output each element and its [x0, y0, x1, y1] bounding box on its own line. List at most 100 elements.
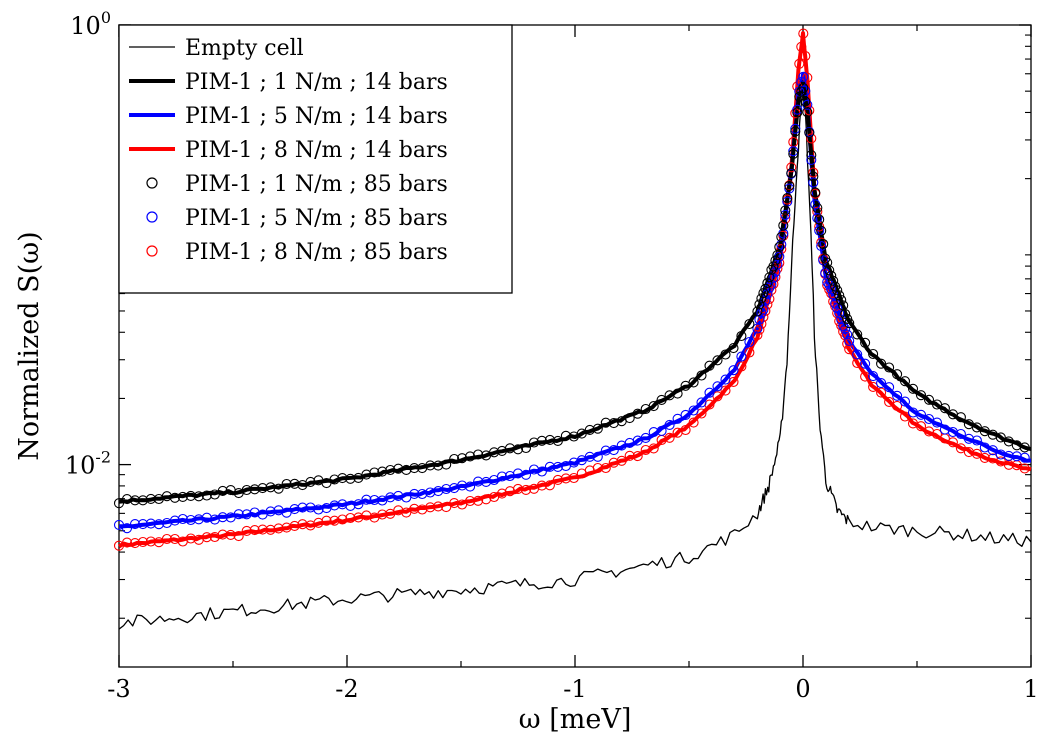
data-point-series-6 [512, 483, 524, 494]
data-point-series-5 [899, 396, 911, 407]
data-point-series-5 [884, 382, 895, 393]
data-point-series-5 [145, 518, 156, 529]
data-point-series-4 [576, 428, 587, 439]
data-point-series-6 [401, 507, 412, 518]
data-point-series-4 [852, 329, 863, 340]
data-point-series-4 [632, 408, 643, 419]
data-point-series-6 [752, 330, 763, 341]
data-point-series-6 [145, 536, 156, 547]
y-axis-title: Normalized S(ω) [14, 231, 45, 460]
data-point-series-4 [923, 394, 935, 405]
data-point-series-6 [536, 480, 547, 491]
data-point-series-6 [345, 512, 356, 524]
data-point-series-4 [728, 343, 739, 354]
series-line-3 [117, 31, 1032, 549]
data-point-series-4 [876, 358, 887, 369]
data-point-series-6 [560, 473, 571, 484]
data-point-series-5 [241, 509, 252, 520]
series-markers [113, 28, 1030, 551]
data-point-series-5 [812, 213, 823, 224]
data-point-series-5 [816, 241, 827, 252]
legend-label: PIM-1 ; 1 N/m ; 85 bars [185, 172, 448, 197]
data-point-series-6 [121, 537, 133, 548]
data-point-series-5 [852, 349, 863, 360]
data-point-series-4 [810, 187, 821, 198]
data-point-series-5 [457, 480, 468, 491]
data-point-series-6 [680, 424, 691, 436]
data-point-series-6 [971, 448, 982, 459]
data-point-series-5 [640, 432, 651, 443]
data-point-series-5 [790, 123, 801, 134]
data-point-series-6 [640, 444, 651, 456]
data-point-series-4 [217, 485, 228, 496]
data-point-series-6 [979, 452, 990, 463]
data-point-series-4 [696, 370, 707, 381]
data-point-series-5 [536, 466, 547, 477]
data-point-series-6 [353, 512, 364, 523]
data-point-series-6 [754, 324, 765, 335]
data-point-series-4 [129, 495, 141, 506]
data-point-series-4 [822, 257, 833, 268]
data-point-series-5 [528, 464, 540, 475]
data-point-series-6 [273, 523, 284, 534]
data-point-series-5 [784, 183, 795, 194]
data-point-series-5 [971, 435, 982, 446]
x-tick-label: -1 [563, 675, 586, 703]
data-point-series-6 [161, 533, 172, 545]
data-point-series-5 [329, 500, 340, 511]
data-point-series-6 [449, 498, 460, 509]
data-point-series-5 [720, 374, 731, 385]
data-point-series-6 [1019, 463, 1030, 474]
data-point-series-4 [121, 494, 133, 505]
data-point-series-5 [744, 336, 755, 348]
legend-label: PIM-1 ; 5 N/m ; 85 bars [185, 206, 448, 231]
x-tick-label: 1 [1023, 675, 1038, 703]
data-point-series-5 [792, 104, 803, 115]
data-point-series-4 [760, 283, 771, 294]
data-point-series-6 [608, 457, 619, 468]
data-point-series-4 [584, 424, 595, 435]
data-point-series-4 [804, 127, 815, 138]
data-point-series-4 [185, 490, 196, 501]
data-point-series-6 [544, 480, 555, 491]
data-point-series-4 [305, 476, 316, 487]
data-point-series-4 [800, 96, 811, 107]
data-point-series-4 [907, 383, 919, 394]
data-point-series-5 [832, 303, 843, 314]
data-point-series-6 [417, 504, 428, 515]
data-point-series-4 [345, 473, 356, 484]
x-tick-label: -2 [335, 675, 358, 703]
data-point-series-4 [712, 355, 723, 366]
data-point-series-5 [806, 154, 817, 165]
data-point-series-5 [409, 488, 420, 499]
data-point-series-5 [265, 506, 276, 517]
data-point-series-5 [592, 451, 603, 462]
data-point-series-4 [840, 308, 851, 320]
data-point-series-6 [616, 455, 627, 466]
data-point-series-4 [720, 349, 731, 360]
data-point-series-5 [185, 514, 196, 526]
legend-label: PIM-1 ; 8 N/m ; 14 bars [185, 138, 448, 163]
data-point-series-5 [233, 509, 244, 520]
data-point-series-6 [600, 462, 611, 474]
data-point-series-6 [249, 525, 260, 536]
data-point-series-4 [169, 492, 180, 503]
data-point-series-5 [417, 488, 428, 500]
data-point-series-4 [754, 299, 765, 310]
data-point-series-6 [568, 472, 579, 484]
data-point-series-5 [774, 251, 785, 262]
data-point-series-4 [688, 377, 699, 388]
data-point-series-5 [696, 397, 707, 408]
data-point-series-6 [664, 432, 675, 443]
data-point-series-4 [672, 388, 683, 399]
data-point-series-6 [892, 400, 903, 411]
data-point-series-4 [782, 193, 793, 204]
data-point-series-5 [249, 507, 260, 518]
data-point-series-4 [337, 473, 348, 484]
data-point-series-6 [860, 371, 871, 382]
data-point-series-4 [520, 442, 532, 454]
data-point-series-6 [297, 519, 308, 530]
legend-box [118, 24, 513, 294]
data-point-series-4 [592, 423, 603, 434]
data-point-series-6 [217, 529, 228, 540]
